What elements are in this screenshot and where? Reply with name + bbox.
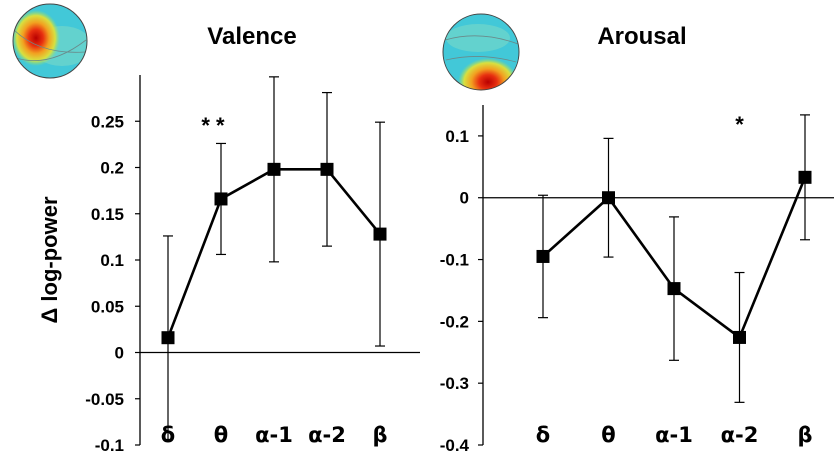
arousal-title: Arousal xyxy=(597,23,686,50)
valence-chart: Valence Δ log-power 0.25 0.2 0.15 0.1 0.05 0 -… xyxy=(37,23,420,454)
y-tick-label: -0.05 xyxy=(85,390,124,409)
arousal-topomap xyxy=(442,13,520,91)
data-point xyxy=(214,192,228,206)
y-tick-label: 0.05 xyxy=(91,297,124,316)
x-category-label: β xyxy=(797,423,812,447)
y-tick-label: 0 xyxy=(115,344,124,363)
x-category-label: α-2 xyxy=(721,423,759,447)
y-tick-label: -0.4 xyxy=(440,436,470,454)
y-tick-label: -0.1 xyxy=(440,251,469,270)
x-category-label: θ xyxy=(214,423,228,447)
x-category-label: α-1 xyxy=(655,423,693,447)
y-tick-label: -0.1 xyxy=(95,436,124,454)
data-point xyxy=(536,249,550,263)
data-point xyxy=(320,162,334,176)
data-point xyxy=(267,162,281,176)
valence-topomap xyxy=(12,3,88,79)
x-category-label: θ xyxy=(601,423,615,447)
y-tick-label: 0.15 xyxy=(91,205,124,224)
y-axis-label: Δ log-power xyxy=(37,196,62,323)
data-point xyxy=(161,331,175,345)
data-point xyxy=(373,227,387,241)
data-point xyxy=(602,191,615,205)
x-category-label: α-1 xyxy=(255,423,293,447)
data-point xyxy=(733,330,746,344)
x-category-label: α-2 xyxy=(308,423,346,447)
significance-marker: * xyxy=(735,112,744,137)
arousal-chart: Arousal 0.1 0 -0.1 -0.2 -0.3 -0.4 δ θ α-1 α-2 β * xyxy=(440,23,834,454)
x-category-label: δ xyxy=(536,423,550,447)
data-point xyxy=(798,170,812,184)
valence-title: Valence xyxy=(207,23,296,50)
y-tick-label: 0 xyxy=(460,189,469,208)
y-tick-label: 0.1 xyxy=(445,127,469,146)
y-tick-label: -0.2 xyxy=(440,312,469,331)
y-tick-label: -0.3 xyxy=(440,374,469,393)
data-point xyxy=(667,282,681,296)
y-tick-label: 0.25 xyxy=(91,112,124,131)
significance-marker: * * xyxy=(201,113,225,138)
x-category-label: β xyxy=(372,423,387,447)
y-tick-label: 0.2 xyxy=(100,159,124,178)
y-tick-label: 0.1 xyxy=(100,251,124,270)
